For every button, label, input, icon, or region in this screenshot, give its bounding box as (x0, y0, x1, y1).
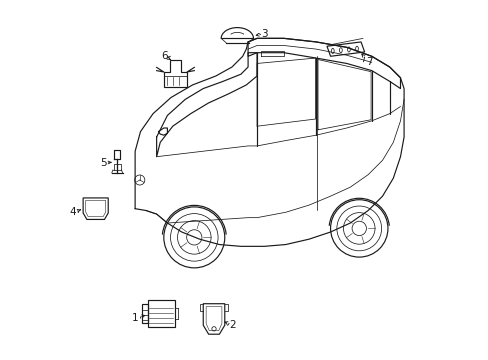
Text: 3: 3 (261, 29, 267, 39)
Text: 5: 5 (101, 158, 107, 168)
Text: 1: 1 (132, 313, 138, 323)
Text: 4: 4 (70, 207, 76, 217)
Text: 7: 7 (365, 57, 371, 67)
Text: 2: 2 (229, 320, 236, 330)
Text: 6: 6 (161, 51, 168, 61)
